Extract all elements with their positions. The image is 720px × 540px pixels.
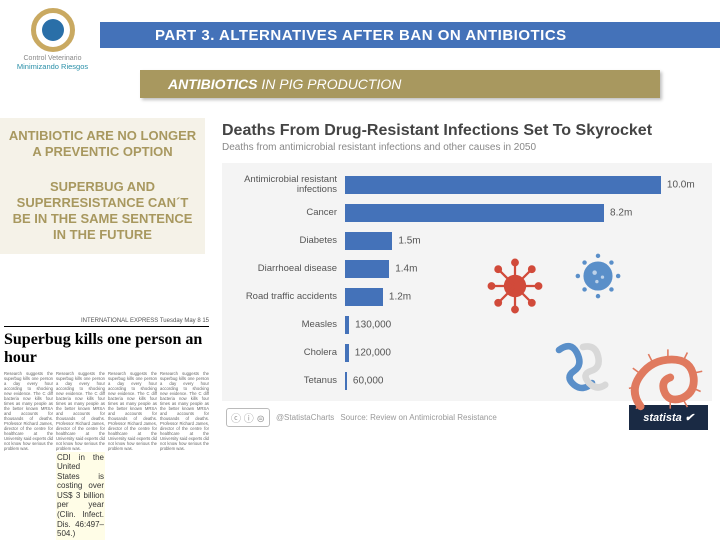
bar-track: 130,000	[345, 314, 704, 336]
logo-text-1: Control Veterinario	[10, 55, 95, 62]
bar-track: 8.2m	[345, 202, 704, 224]
virus-red-icon	[487, 258, 543, 314]
bar-fill	[345, 316, 349, 334]
bar-row: Diabetes 1.5m	[230, 227, 704, 255]
bar-fill	[345, 260, 389, 278]
news-headline: Superbug kills one person an hour	[4, 331, 209, 367]
side-text-box: ANTIBIOTIC ARE NO LONGER A PREVENTIC OPT…	[0, 118, 205, 254]
bar-label: Cancer	[230, 208, 345, 218]
bar-fill	[345, 344, 349, 362]
chart-subtitle: Deaths from antimicrobial resistant infe…	[222, 142, 712, 153]
bar-value: 130,000	[355, 320, 391, 331]
bar-row: Antimicrobial resistant infections 10.0m	[230, 171, 704, 199]
bar-track: 1.5m	[345, 230, 704, 252]
subtitle-bold: ANTIBIOTICS	[168, 76, 257, 92]
bar-value: 1.2m	[389, 292, 411, 303]
title-bar: PART 3. ALTERNATIVES AFTER BAN ON ANTIBI…	[100, 22, 720, 48]
subtitle-text: ANTIBIOTICS IN PIG PRODUCTION	[168, 76, 401, 92]
logo-icon	[31, 8, 75, 52]
bar-row: Diarrhoeal disease 1.4m	[230, 255, 704, 283]
squiggle-icon	[550, 338, 610, 398]
cc-icon: ⓒ ⓘ ⊜	[226, 408, 270, 427]
bar-value: 1.4m	[395, 264, 417, 275]
newspaper-clip: INTERNATIONAL EXPRESS Tuesday May 8 15 S…	[4, 318, 209, 540]
bar-label: Cholera	[230, 348, 345, 358]
bar-label: Tetanus	[230, 376, 345, 386]
subtitle-rest: IN PIG PRODUCTION	[257, 76, 401, 92]
news-columns: Research suggests the superbug kills one…	[4, 371, 209, 540]
bar-label: Road traffic accidents	[230, 292, 345, 302]
news-col-2-text: Research suggests the superbug kills one…	[56, 371, 105, 452]
news-col-4: Research suggests the superbug kills one…	[160, 371, 209, 540]
page-title: PART 3. ALTERNATIVES AFTER BAN ON ANTIBI…	[155, 27, 567, 44]
bar-value: 8.2m	[610, 208, 632, 219]
news-col-2: Research suggests the superbug kills one…	[56, 371, 105, 540]
news-col-3: Research suggests the superbug kills one…	[108, 371, 157, 540]
bar-fill	[345, 372, 347, 390]
news-masthead: INTERNATIONAL EXPRESS Tuesday May 8 15	[4, 318, 209, 327]
chart-title: Deaths From Drug-Resistant Infections Se…	[222, 122, 712, 140]
bar-value: 1.5m	[398, 236, 420, 247]
bar-value: 60,000	[353, 376, 384, 387]
chart-handle: @StatistaCharts	[276, 413, 334, 422]
subtitle-bar: ANTIBIOTICS IN PIG PRODUCTION	[140, 70, 660, 98]
bar-label: Diabetes	[230, 236, 345, 246]
side-text-2: SUPERBUG AND SUPERRESISTANCE CAN´T BE IN…	[8, 179, 197, 244]
news-highlight: CDI in the United States is costing over…	[56, 452, 105, 540]
bar-fill	[345, 288, 383, 306]
chart-source: Source: Review on Antimicrobial Resistan…	[340, 413, 497, 422]
virus-blue-icon	[570, 248, 626, 304]
news-col-1: Research suggests the superbug kills one…	[4, 371, 53, 540]
bar-label: Measles	[230, 320, 345, 330]
bar-track: 10.0m	[345, 174, 704, 196]
worm-icon	[625, 340, 703, 418]
bar-row: Cancer 8.2m	[230, 199, 704, 227]
bar-fill	[345, 204, 604, 222]
bar-value: 10.0m	[667, 180, 695, 191]
bar-fill	[345, 176, 661, 194]
bar-value: 120,000	[355, 348, 391, 359]
bar-row: Road traffic accidents 1.2m	[230, 283, 704, 311]
logo: Control Veterinario Minimizando Riesgos	[10, 8, 95, 71]
bar-label: Antimicrobial resistant infections	[230, 175, 345, 196]
bar-row: Measles 130,000	[230, 311, 704, 339]
logo-text-2: Minimizando Riesgos	[10, 62, 95, 71]
bar-label: Diarrhoeal disease	[230, 264, 345, 274]
bar-fill	[345, 232, 392, 250]
side-text-1: ANTIBIOTIC ARE NO LONGER A PREVENTIC OPT…	[8, 128, 197, 161]
